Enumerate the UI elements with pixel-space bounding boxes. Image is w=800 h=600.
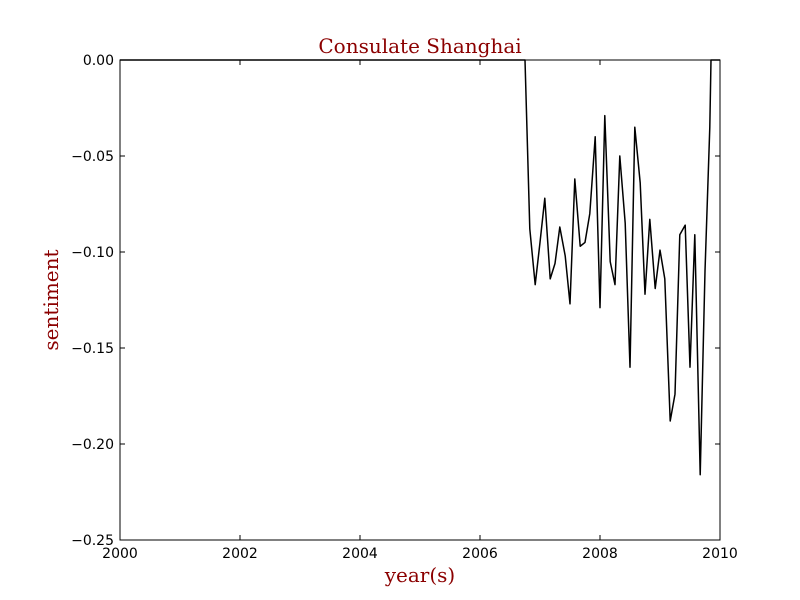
x-tick-label: 2004 bbox=[342, 546, 378, 562]
y-tick-label: −0.25 bbox=[71, 533, 114, 549]
y-axis-label: sentiment bbox=[39, 249, 63, 350]
x-tick-label: 2010 bbox=[702, 546, 738, 562]
chart-title: Consulate Shanghai bbox=[318, 34, 521, 58]
series-layer bbox=[120, 59, 720, 476]
y-tick-label: −0.10 bbox=[71, 245, 114, 261]
tick-layer: 2000 2002 2004 2006 2008 2010 0.00 −0.05 −0.10 −0… bbox=[71, 53, 738, 562]
x-tick-label: 2002 bbox=[222, 546, 258, 562]
y-tick-label: −0.05 bbox=[71, 149, 114, 165]
x-tick-label: 2006 bbox=[462, 546, 498, 562]
series-line-0 bbox=[120, 59, 720, 476]
y-tick-label: −0.20 bbox=[71, 437, 114, 453]
x-tick-label: 2000 bbox=[102, 546, 138, 562]
x-axis-label: year(s) bbox=[384, 563, 456, 587]
y-tick-label: 0.00 bbox=[83, 53, 114, 69]
y-tick-label: −0.15 bbox=[71, 341, 114, 357]
x-tick-label: 2008 bbox=[582, 546, 618, 562]
plot-frame bbox=[119, 59, 721, 541]
plot-area bbox=[120, 60, 720, 540]
